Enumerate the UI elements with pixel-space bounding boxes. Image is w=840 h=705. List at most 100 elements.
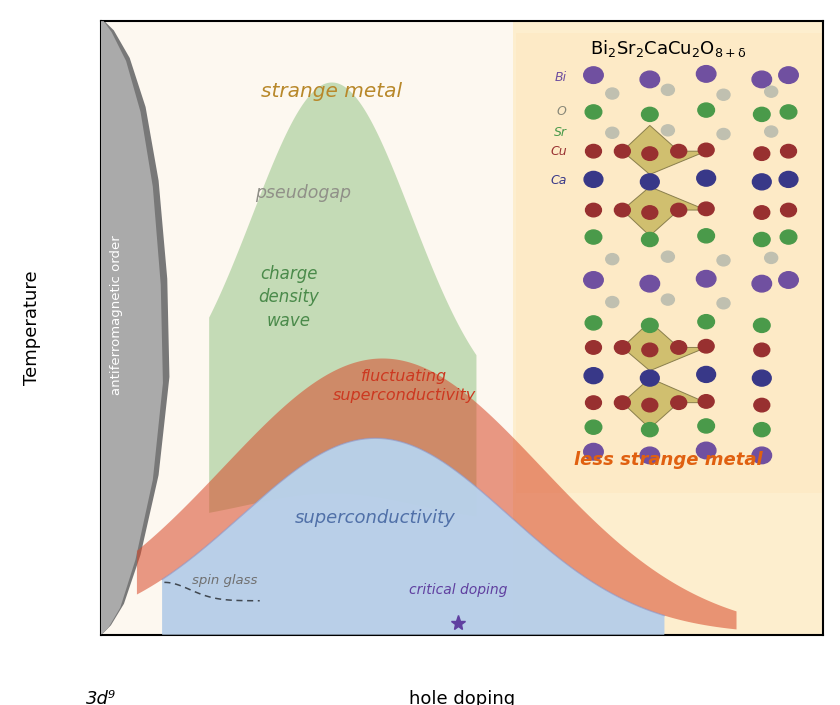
Circle shape [642, 343, 658, 357]
Bar [516, 33, 823, 493]
Circle shape [698, 228, 715, 243]
Circle shape [717, 255, 730, 266]
Text: Bi: Bi [554, 71, 567, 84]
Circle shape [585, 316, 601, 330]
Text: less strange metal: less strange metal [574, 450, 762, 469]
Circle shape [642, 398, 658, 412]
Polygon shape [101, 21, 170, 634]
Text: O: O [557, 106, 567, 118]
Circle shape [614, 341, 630, 354]
Circle shape [780, 230, 797, 244]
Circle shape [614, 396, 630, 410]
Text: antiferromagnetic order: antiferromagnetic order [110, 235, 123, 396]
Circle shape [606, 297, 619, 307]
Polygon shape [101, 21, 163, 634]
Text: Temperature: Temperature [24, 271, 41, 385]
Circle shape [606, 88, 619, 99]
Circle shape [640, 174, 659, 190]
Circle shape [642, 206, 658, 219]
Circle shape [752, 276, 772, 292]
Circle shape [661, 85, 675, 95]
Circle shape [698, 340, 714, 353]
Circle shape [585, 396, 601, 410]
Circle shape [753, 233, 770, 247]
Circle shape [642, 319, 658, 333]
Circle shape [696, 66, 716, 82]
Circle shape [753, 206, 769, 219]
Text: pseudogap: pseudogap [255, 184, 351, 202]
Polygon shape [162, 439, 664, 634]
Text: fluctuating
superconductivity: fluctuating superconductivity [333, 369, 475, 403]
Circle shape [640, 276, 659, 292]
Circle shape [764, 86, 778, 97]
Circle shape [671, 203, 686, 217]
Circle shape [696, 442, 716, 459]
Text: 3d⁹: 3d⁹ [86, 690, 116, 705]
Circle shape [717, 128, 730, 140]
Text: Ca: Ca [550, 174, 567, 187]
Circle shape [585, 341, 601, 354]
Circle shape [606, 254, 619, 264]
Text: strange metal: strange metal [261, 82, 402, 102]
Circle shape [671, 396, 686, 410]
Circle shape [764, 252, 778, 264]
Circle shape [585, 230, 601, 244]
Circle shape [698, 143, 714, 157]
Circle shape [585, 203, 601, 217]
Circle shape [642, 233, 658, 247]
Circle shape [780, 171, 798, 188]
Circle shape [671, 145, 686, 158]
Circle shape [614, 203, 630, 217]
Polygon shape [622, 187, 706, 235]
Circle shape [752, 447, 772, 464]
Text: superconductivity: superconductivity [295, 509, 455, 527]
Circle shape [696, 271, 716, 287]
Circle shape [584, 171, 603, 188]
Circle shape [640, 71, 659, 87]
Circle shape [642, 107, 658, 121]
Text: Sr: Sr [554, 126, 567, 140]
Polygon shape [137, 359, 737, 630]
Text: hole doping: hole doping [409, 690, 515, 705]
Circle shape [779, 271, 798, 288]
Circle shape [642, 422, 658, 436]
Circle shape [614, 145, 630, 158]
Circle shape [584, 271, 603, 288]
Polygon shape [622, 321, 706, 371]
Circle shape [671, 341, 686, 354]
Circle shape [698, 395, 714, 408]
Polygon shape [162, 439, 664, 634]
Text: charge
density
wave: charge density wave [258, 264, 319, 330]
Circle shape [753, 147, 769, 160]
Circle shape [752, 71, 772, 87]
Text: $\mathrm{Bi_2Sr_2CaCu_2O_{8+\delta}}$: $\mathrm{Bi_2Sr_2CaCu_2O_{8+\delta}}$ [590, 38, 746, 59]
Polygon shape [622, 378, 706, 429]
Circle shape [661, 251, 675, 262]
Circle shape [661, 294, 675, 305]
Circle shape [779, 67, 798, 83]
Circle shape [753, 319, 770, 333]
Circle shape [640, 447, 659, 464]
Circle shape [764, 126, 778, 137]
Circle shape [606, 128, 619, 138]
Circle shape [698, 202, 714, 216]
Polygon shape [209, 82, 476, 517]
Circle shape [585, 105, 601, 119]
Circle shape [717, 90, 730, 100]
Circle shape [753, 422, 770, 436]
Circle shape [753, 174, 771, 190]
Circle shape [584, 368, 603, 384]
Text: spin glass: spin glass [192, 574, 258, 587]
Circle shape [642, 147, 658, 160]
Circle shape [640, 370, 659, 386]
Circle shape [698, 419, 715, 433]
Circle shape [717, 298, 730, 309]
Circle shape [753, 370, 771, 386]
Circle shape [698, 314, 715, 329]
Circle shape [661, 125, 675, 136]
Circle shape [780, 105, 797, 119]
Text: critical doping: critical doping [409, 583, 507, 597]
Circle shape [584, 443, 603, 460]
Text: Cu: Cu [550, 145, 567, 158]
Circle shape [697, 367, 716, 382]
